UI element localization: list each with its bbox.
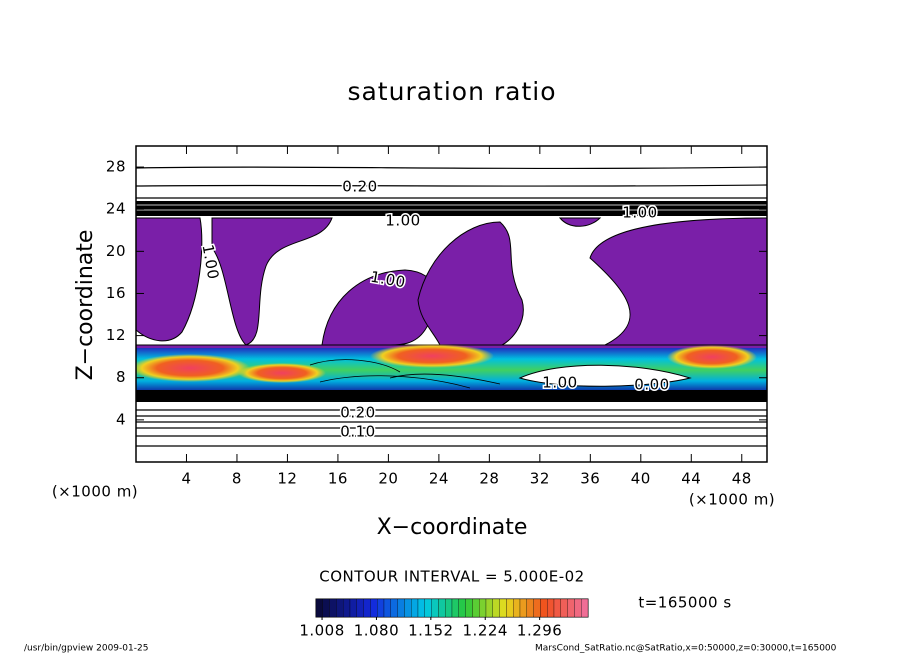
footer-left: /usr/bin/gpview 2009-01-25: [24, 644, 148, 654]
plot-frame: [135, 145, 768, 463]
colorbar-cell: [506, 598, 514, 618]
colorbar-tick-label: 1.296: [517, 622, 562, 640]
colorbar-cell: [553, 598, 561, 618]
colorbar-cell: [472, 598, 480, 618]
x-axis-label: X−coordinate: [377, 515, 528, 540]
colorbar-cell: [343, 598, 351, 618]
saturated-region: [136, 217, 767, 351]
x-tick-label: 4: [181, 470, 191, 488]
colorbar-cell: [513, 598, 521, 618]
contour-label: 1.00: [622, 204, 657, 222]
chart-title: saturation ratio: [347, 77, 556, 106]
colorbar-cell: [567, 598, 575, 618]
contour-label: 0.00: [634, 376, 669, 394]
footer-right: MarsCond_SatRatio.nc@SatRatio,x=0:50000,…: [535, 644, 837, 654]
colorbar-cell: [431, 598, 439, 618]
colorbar-cell: [404, 598, 412, 618]
x-tick-label: 16: [328, 470, 348, 488]
x-tick-label: 24: [429, 470, 449, 488]
contour-labels: 0.201.00 1.001.00 1.001.00 0.000.200.10: [197, 176, 671, 442]
colorbar-cell: [363, 598, 371, 618]
colorbar-tick-label: 1.224: [463, 622, 508, 640]
contour-label: 0.10: [340, 423, 375, 441]
unsaturated-pocket: [518, 364, 692, 387]
y-tick-label: 20: [106, 242, 126, 260]
colorbar-cell: [465, 598, 473, 618]
colorbar-tick-label: 1.008: [299, 622, 344, 640]
colorbar-cell: [356, 598, 364, 618]
colorbar-cell: [547, 598, 555, 618]
y-tick-label: 8: [116, 368, 126, 386]
colorbar-cell: [540, 598, 548, 618]
colorbar-cell: [390, 598, 398, 618]
colorbar-cell: [377, 598, 385, 618]
colorbar-cell: [526, 598, 534, 618]
colorbar-cell: [499, 598, 507, 618]
colorbar-cell: [383, 598, 391, 618]
colorbar-cell: [560, 598, 568, 618]
colorbar-cell: [581, 598, 589, 618]
colorbar-cell: [424, 598, 432, 618]
colorbar-cell: [519, 598, 527, 618]
colorbar-cell: [574, 598, 582, 618]
contour-label: 0.20: [342, 178, 377, 196]
x-tick-label: 48: [732, 470, 752, 488]
colorbar-cell: [349, 598, 357, 618]
colorbar-cell: [479, 598, 487, 618]
x-tick-label: 12: [277, 470, 297, 488]
contour-label: 1.00: [542, 374, 577, 392]
x-tick-label: 28: [479, 470, 499, 488]
contour-label: 1.00: [385, 212, 420, 230]
x-tick-label: 44: [681, 470, 701, 488]
colorbar-cell: [533, 598, 541, 618]
colorbar-cell: [445, 598, 453, 618]
colorbar-cell: [458, 598, 466, 618]
colorbar-cell: [417, 598, 425, 618]
time-label: t=165000 s: [638, 594, 731, 612]
y-tick-label: 28: [106, 158, 126, 176]
colorbar-tick-label: 1.152: [408, 622, 453, 640]
x-tick-label: 20: [378, 470, 398, 488]
contour-lines: [136, 166, 767, 447]
x-unit: (×1000 m): [52, 483, 138, 501]
hot-spots: [136, 344, 757, 383]
colorbar-cell: [397, 598, 405, 618]
colorbar-tick-label: 1.080: [354, 622, 399, 640]
y-axis-label: Z−coordinate: [73, 230, 98, 381]
contour-label: 0.20: [340, 404, 375, 422]
colorbar-cell: [485, 598, 493, 618]
colorbar-cell: [329, 598, 337, 618]
colorbar-cell: [411, 598, 419, 618]
x-tick-label: 40: [631, 470, 651, 488]
y-tick-label: 24: [106, 200, 126, 218]
colorbar-cell: [322, 598, 330, 618]
x-tick-label: 36: [580, 470, 600, 488]
x-tick-label: 32: [530, 470, 550, 488]
y-unit: (×1000 m): [689, 491, 775, 509]
colorbar-cell: [492, 598, 500, 618]
contour-lines: [309, 359, 501, 389]
y-tick-label: 12: [106, 326, 126, 344]
colorbar-cell: [451, 598, 459, 618]
y-tick-label: 16: [106, 284, 126, 302]
x-tick-label: 8: [232, 470, 242, 488]
colorbar-cell: [370, 598, 378, 618]
colorbar-cell: [336, 598, 344, 618]
dense-contours: [136, 201, 767, 216]
contour-interval: CONTOUR INTERVAL = 5.000E-02: [319, 568, 584, 586]
colorbar-cell: [315, 598, 323, 618]
contour-gap: [136, 204, 767, 211]
dense-contours: [136, 390, 767, 402]
contour-field: [136, 166, 767, 447]
colorbar-cell: [438, 598, 446, 618]
y-tick-label: 4: [116, 410, 126, 428]
